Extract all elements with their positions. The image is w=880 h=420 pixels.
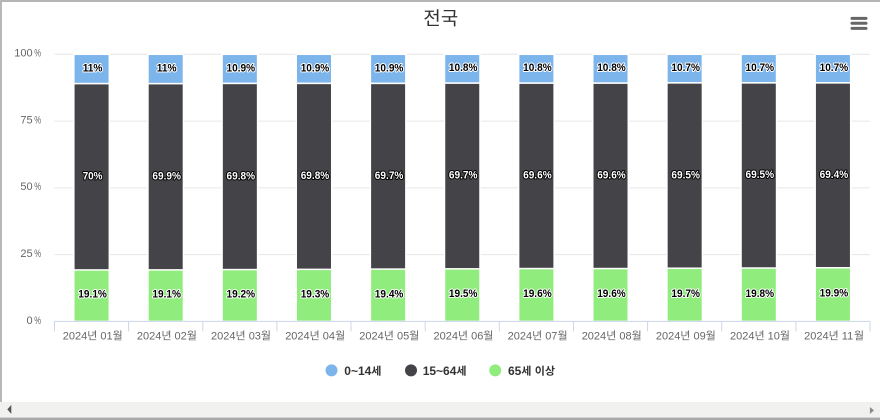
svg-text:02: 02	[175, 331, 187, 343]
svg-text:2024: 2024	[804, 331, 828, 343]
svg-text:%: %	[34, 315, 41, 327]
svg-text:0: 0	[26, 315, 32, 327]
svg-text:19.9%: 19.9%	[820, 288, 849, 300]
svg-text:04: 04	[323, 331, 335, 343]
svg-text:69.7%: 69.7%	[375, 170, 404, 182]
svg-text:69.5%: 69.5%	[746, 169, 775, 181]
svg-text:06: 06	[471, 331, 483, 343]
svg-text:2024: 2024	[508, 331, 532, 343]
svg-text:2024: 2024	[63, 331, 87, 343]
svg-text:69.6%: 69.6%	[597, 170, 626, 182]
svg-text:2024: 2024	[434, 331, 458, 343]
svg-text:08: 08	[619, 331, 631, 343]
svg-text:10.7%: 10.7%	[746, 62, 775, 74]
svg-text:69.8%: 69.8%	[227, 170, 256, 182]
svg-text:19.6%: 19.6%	[523, 288, 552, 300]
svg-text:19.1%: 19.1%	[152, 289, 181, 301]
svg-text:2024: 2024	[730, 331, 754, 343]
svg-text:2024: 2024	[137, 331, 161, 343]
svg-text:10.7%: 10.7%	[820, 62, 849, 74]
svg-text:69.8%: 69.8%	[301, 170, 330, 182]
svg-text:10.8%: 10.8%	[597, 62, 626, 74]
svg-text:69.4%: 69.4%	[820, 169, 849, 181]
svg-text:70%: 70%	[83, 171, 103, 183]
svg-text:65: 65	[508, 364, 522, 378]
svg-text:19.2%: 19.2%	[227, 289, 256, 301]
svg-text:75: 75	[20, 115, 32, 127]
svg-text:10: 10	[768, 331, 780, 343]
svg-text:19.4%: 19.4%	[375, 288, 404, 300]
svg-text:11%: 11%	[83, 63, 103, 75]
svg-text:15~64: 15~64	[423, 364, 457, 378]
svg-text:19.6%: 19.6%	[597, 288, 626, 300]
svg-text:10.9%: 10.9%	[227, 62, 256, 74]
svg-text:11: 11	[842, 331, 853, 343]
svg-text:69.6%: 69.6%	[523, 170, 552, 182]
svg-text:100: 100	[14, 48, 32, 60]
svg-text:%: %	[34, 115, 41, 127]
svg-text:69.9%: 69.9%	[152, 171, 181, 183]
svg-text:50: 50	[20, 181, 32, 193]
svg-text:2024: 2024	[285, 331, 309, 343]
svg-text:2024: 2024	[656, 331, 680, 343]
svg-text:03: 03	[249, 331, 261, 343]
svg-text:19.7%: 19.7%	[671, 288, 700, 300]
svg-text:10.8%: 10.8%	[449, 62, 478, 74]
svg-text:09: 09	[694, 331, 706, 343]
svg-text:69.7%: 69.7%	[449, 170, 478, 182]
svg-text:%: %	[34, 248, 41, 260]
svg-text:2024: 2024	[359, 331, 383, 343]
svg-text:19.1%: 19.1%	[78, 289, 107, 301]
svg-text:19.5%: 19.5%	[449, 288, 478, 300]
svg-text:05: 05	[397, 331, 409, 343]
svg-text:%: %	[34, 48, 41, 60]
svg-text:07: 07	[545, 331, 557, 343]
svg-text:25: 25	[20, 248, 32, 260]
svg-text:11%: 11%	[157, 63, 177, 75]
svg-text:10.8%: 10.8%	[523, 62, 552, 74]
svg-text:0~14: 0~14	[344, 364, 371, 378]
svg-text:19.8%: 19.8%	[746, 288, 775, 300]
svg-text:10.9%: 10.9%	[301, 62, 330, 74]
svg-text:10.9%: 10.9%	[375, 62, 404, 74]
svg-text:%: %	[34, 181, 41, 193]
svg-text:69.5%: 69.5%	[671, 169, 700, 181]
svg-text:10.7%: 10.7%	[671, 62, 700, 74]
svg-text:2024: 2024	[582, 331, 606, 343]
svg-text:2024: 2024	[211, 331, 235, 343]
svg-text:19.3%: 19.3%	[301, 288, 330, 300]
svg-text:01: 01	[100, 331, 112, 343]
